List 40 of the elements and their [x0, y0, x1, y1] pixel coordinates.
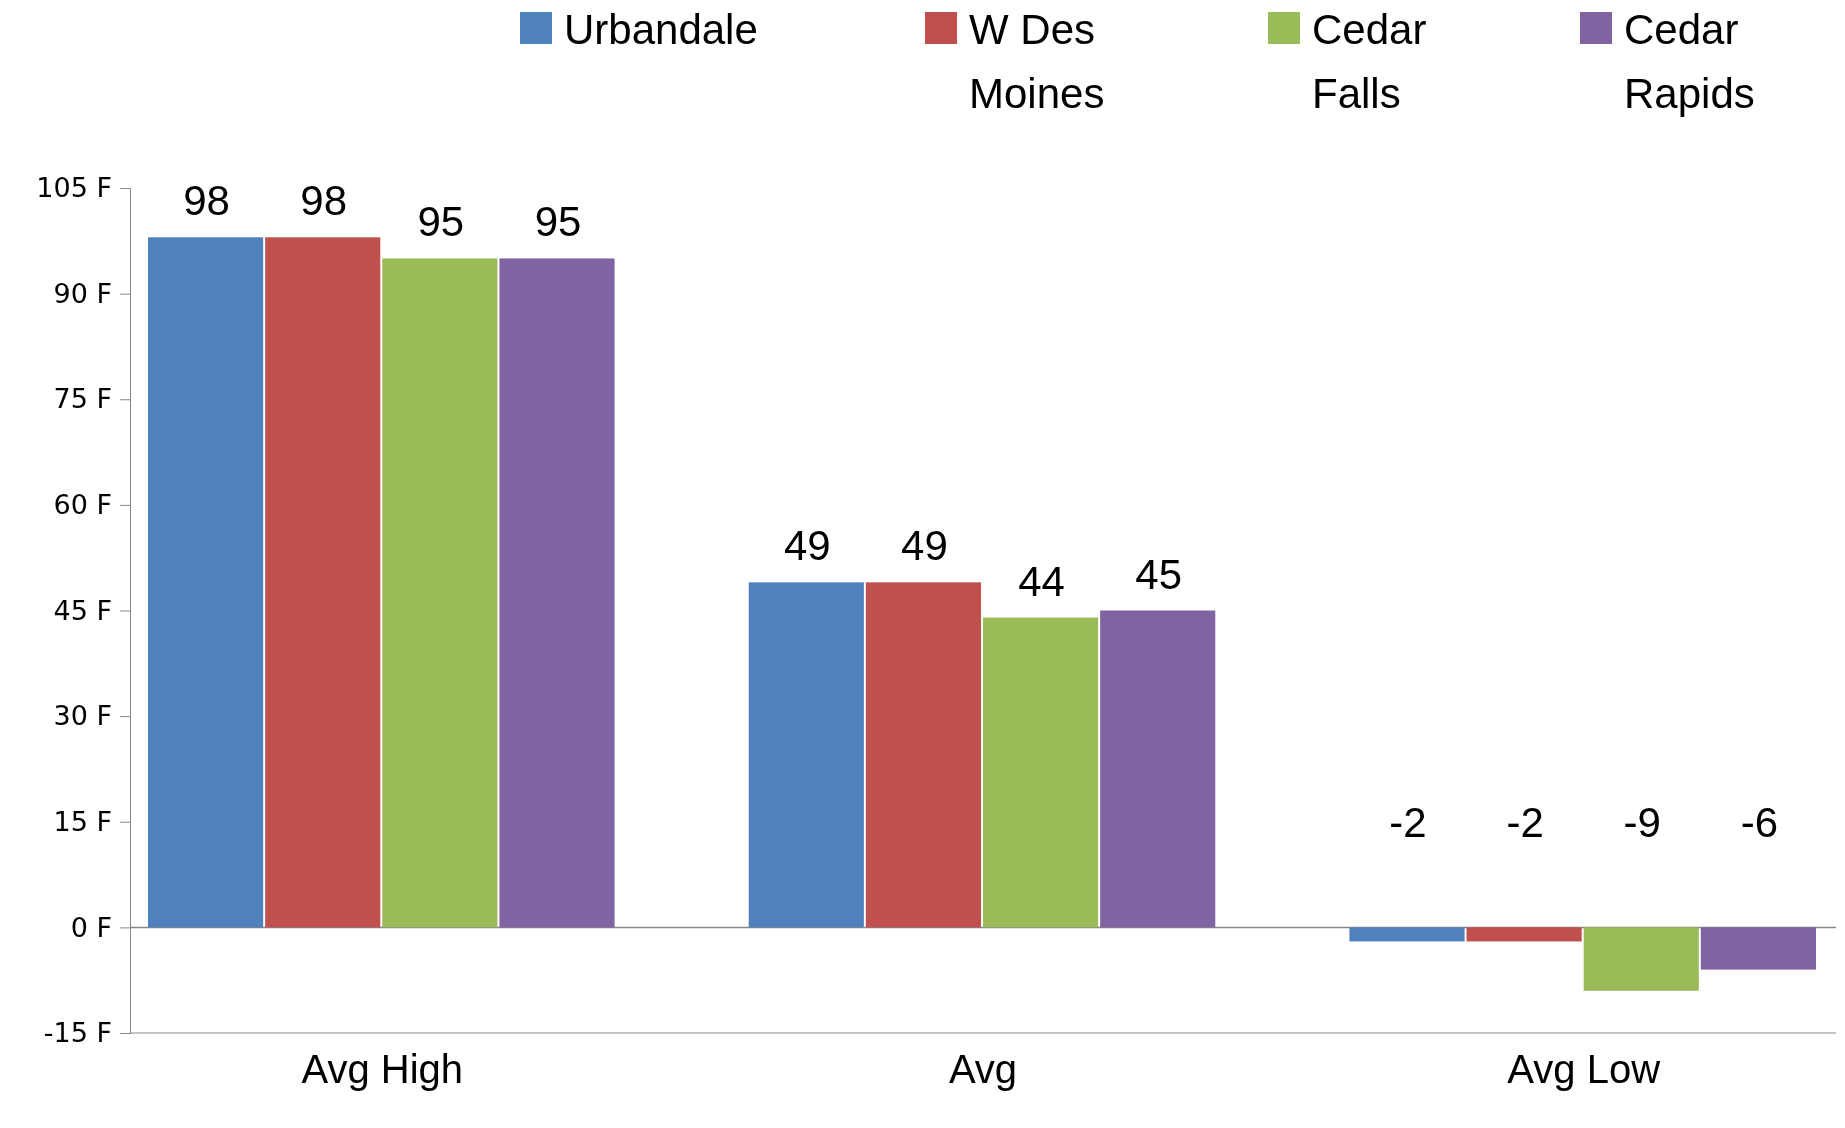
y-tick-label: 75 F	[53, 383, 112, 415]
y-tick-label: -15 F	[43, 1017, 112, 1049]
bar	[499, 258, 615, 928]
bar	[382, 258, 498, 928]
data-label: 98	[300, 177, 348, 225]
data-label: -2	[1506, 799, 1544, 847]
data-label: 98	[183, 177, 230, 225]
y-tick-label: 0 F	[70, 911, 112, 943]
y-tick-label: 60 F	[53, 489, 112, 521]
legend-label: Cedar Falls	[1312, 6, 1427, 117]
y-tick-label: 30 F	[53, 700, 112, 732]
y-tick-label: 45 F	[53, 594, 112, 626]
data-label: 95	[417, 198, 465, 246]
data-label: 45	[1135, 550, 1183, 598]
x-tick-label: Avg	[948, 1047, 1018, 1092]
data-label: -2	[1389, 799, 1427, 847]
bar	[1583, 927, 1699, 991]
x-tick-label: Avg Low	[1507, 1047, 1661, 1092]
bar	[265, 237, 381, 928]
legend-label: Urbandale	[564, 6, 758, 53]
bar	[1700, 927, 1816, 970]
data-label: 49	[901, 522, 948, 570]
data-label: 95	[534, 198, 582, 246]
legend-label: W Des Moines	[969, 6, 1105, 117]
bar	[1100, 610, 1216, 928]
x-tick-label: Avg High	[301, 1047, 464, 1092]
bar	[1466, 927, 1582, 942]
bar	[148, 237, 264, 928]
data-label: 44	[1018, 557, 1065, 605]
bar	[1349, 927, 1465, 942]
data-label: -6	[1740, 799, 1779, 847]
bar	[983, 617, 1099, 928]
y-tick-label: 105 F	[36, 172, 112, 204]
legend-label: Cedar Rapids	[1624, 6, 1755, 117]
bar	[865, 582, 981, 928]
y-tick-label: 90 F	[53, 277, 112, 309]
y-tick-label: 15 F	[53, 805, 112, 837]
data-label: 49	[783, 522, 831, 570]
data-label: -9	[1623, 799, 1661, 847]
bar	[748, 582, 864, 928]
